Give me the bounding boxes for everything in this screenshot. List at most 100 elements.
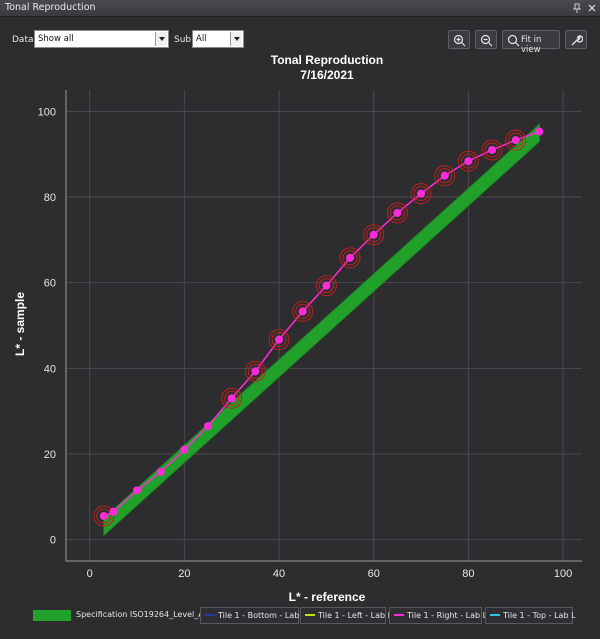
- legend-item-right[interactable]: Tile 1 - Right - Lab L: [389, 607, 487, 624]
- legend-swatch-left: [305, 614, 315, 616]
- spec-band-area: [103, 123, 540, 537]
- legend-label-right: Tile 1 - Right - Lab L: [407, 611, 488, 620]
- warning-ring: [508, 132, 524, 148]
- warning-ring: [224, 390, 240, 406]
- legend-swatch-right: [394, 614, 404, 616]
- y-axis-label: L* - sample: [13, 292, 27, 356]
- data-point: [99, 512, 108, 521]
- y-tick-label: 40: [44, 363, 56, 375]
- data-point: [393, 208, 402, 217]
- data-point: [298, 307, 307, 316]
- warning-ring: [244, 360, 266, 382]
- warning-ring: [295, 303, 311, 319]
- warning-ring: [366, 227, 382, 243]
- x-tick-label: 20: [178, 568, 190, 580]
- x-tick-label: 60: [368, 568, 380, 580]
- data-point: [275, 335, 284, 344]
- data-point: [204, 422, 213, 431]
- y-tick-label: 100: [38, 106, 56, 118]
- sub-label: Sub: [174, 35, 192, 45]
- window-title: Tonal Reproduction: [5, 2, 96, 13]
- x-tick-label: 100: [554, 568, 572, 580]
- x-tick-label: 80: [462, 568, 474, 580]
- data-point: [109, 507, 118, 516]
- x-tick-label: 0: [87, 568, 93, 580]
- wrench-icon: [571, 35, 583, 46]
- x-tick-label: 40: [273, 568, 285, 580]
- legend-item-top[interactable]: Tile 1 - Top - Lab L: [485, 607, 576, 624]
- data-point: [417, 189, 426, 198]
- y-tick-label: 80: [44, 192, 56, 204]
- window-titlebar: Tonal Reproduction: [0, 0, 600, 17]
- zoom-in-icon: [453, 34, 466, 47]
- legend-swatch-top: [490, 614, 500, 616]
- warning-ring: [505, 129, 527, 151]
- data-point: [464, 157, 473, 166]
- warning-ring: [96, 508, 112, 524]
- legend-label-spec: Specification ISO19264_Level_A: [76, 610, 204, 619]
- legend-label-left: Tile 1 - Left - Lab L: [318, 611, 393, 620]
- legend-label-bottom: Tile 1 - Bottom - Lab L: [218, 611, 307, 620]
- data-point: [156, 467, 165, 476]
- data-point: [440, 171, 449, 180]
- y-tick-label: 20: [44, 449, 56, 461]
- series-layer: [93, 127, 544, 527]
- data-point: [227, 394, 236, 403]
- data-point: [322, 281, 331, 290]
- data-point: [511, 136, 520, 145]
- warning-ring: [386, 202, 408, 224]
- warning-ring: [268, 329, 290, 351]
- chevron-down-icon[interactable]: [155, 32, 167, 46]
- warning-ring: [292, 300, 314, 322]
- chart-title: Tonal Reproduction: [271, 53, 383, 67]
- warning-ring: [247, 363, 263, 379]
- fit-in-view-button[interactable]: Fit in view: [502, 30, 560, 55]
- legend-swatch-bottom: [205, 614, 215, 616]
- warning-ring: [460, 153, 476, 169]
- zoom-out-button[interactable]: [475, 30, 497, 49]
- y-tick-label: 0: [50, 535, 56, 547]
- warning-ring: [410, 183, 432, 205]
- data-select[interactable]: Show all: [34, 30, 169, 48]
- warning-ring: [318, 278, 334, 294]
- warning-ring: [93, 505, 115, 527]
- data-point: [535, 127, 544, 136]
- x-axis-label: L* - reference: [289, 590, 366, 602]
- axes: [65, 90, 582, 562]
- legend-item-bottom[interactable]: Tile 1 - Bottom - Lab L: [200, 607, 306, 624]
- sub-select-value: All: [196, 34, 207, 44]
- data-point: [251, 367, 260, 376]
- pin-icon[interactable]: [571, 2, 583, 14]
- close-icon[interactable]: [586, 2, 598, 14]
- spec-band: [103, 123, 540, 537]
- chart-subtitle: 7/16/2021: [300, 68, 354, 82]
- chevron-down-icon[interactable]: [230, 32, 242, 46]
- tick-labels: 0 20 40 60 80 100 0 20 40 60 80 100: [38, 106, 573, 580]
- fit-in-view-icon: [507, 34, 520, 47]
- data-label: Data: [12, 35, 34, 45]
- warning-ring: [339, 247, 361, 269]
- data-point: [180, 445, 189, 454]
- data-select-value: Show all: [38, 34, 74, 44]
- warning-ring: [342, 250, 358, 266]
- data-point: [369, 230, 378, 239]
- warning-ring: [315, 275, 337, 297]
- zoom-in-button[interactable]: [448, 30, 470, 49]
- warning-ring: [484, 142, 500, 158]
- data-point: [488, 145, 497, 154]
- tonal-reproduction-chart: Tonal Reproduction 7/16/2021 0 20 40 60 80 10…: [13, 53, 582, 602]
- warning-ring: [271, 332, 287, 348]
- sub-select[interactable]: All: [192, 30, 244, 48]
- warning-ring: [363, 224, 385, 246]
- series-line: [103, 130, 540, 517]
- settings-button[interactable]: [565, 30, 587, 49]
- data-point: [346, 253, 355, 262]
- warning-ring: [389, 205, 405, 221]
- warning-ring: [221, 387, 243, 409]
- legend-item-left[interactable]: Tile 1 - Left - Lab L: [300, 607, 392, 624]
- y-tick-label: 60: [44, 278, 56, 290]
- warning-ring: [481, 139, 503, 161]
- data-point: [133, 486, 142, 495]
- legend-label-top: Tile 1 - Top - Lab L: [503, 611, 576, 620]
- fit-in-view-label: Fit in view: [521, 35, 542, 55]
